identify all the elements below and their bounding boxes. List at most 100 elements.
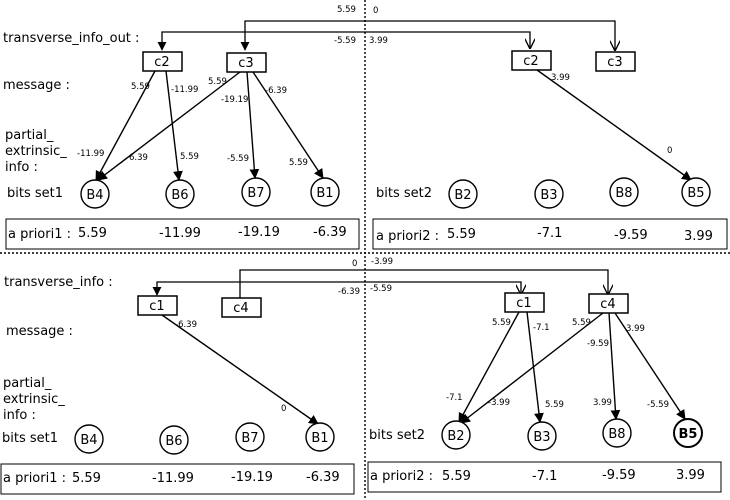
bottom-priori-value: -19.19 [231, 470, 273, 485]
top-edge-label: -11.99 [171, 85, 198, 95]
bottom-check-node [588, 293, 629, 314]
bottom-check-label: c4 [600, 297, 615, 312]
bottom-partial-label-2: extrinsic_ [3, 392, 65, 407]
top-bit-label: B5 [687, 186, 704, 201]
top-bit-node [681, 177, 711, 207]
top-bits-set1-label: bits set1 [7, 186, 63, 201]
top-edge-label: 5.59 [289, 158, 308, 168]
top-bus-inner [245, 20, 615, 50]
top-edge [246, 71, 260, 179]
top-bit-label: B4 [86, 188, 103, 203]
top-check-node [226, 52, 267, 73]
bottom-bus-label-c: -6.39 [338, 287, 360, 297]
bottom-section: transverse_info : message : partial_ ext… [0, 257, 722, 495]
top-check-label: c2 [523, 54, 538, 69]
top-priori-value: -7.1 [537, 226, 562, 241]
top-bit-node [609, 177, 639, 207]
top-edge-label: -11.99 [77, 149, 104, 159]
bottom-bus-inner [239, 269, 608, 298]
top-edge [95, 70, 156, 181]
bottom-edge-label: 5.59 [572, 318, 591, 328]
bottom-priori-value: -7.1 [532, 469, 557, 484]
bottom-priori-box-right [367, 461, 722, 493]
top-bit-label: B3 [540, 188, 557, 203]
bottom-bit-node [441, 420, 471, 450]
bottom-message-label: message : [6, 324, 73, 339]
bottom-partial-label-1: partial_ [3, 376, 52, 391]
bottom-bit-label: B2 [447, 429, 464, 444]
top-edge [252, 71, 324, 179]
bottom-bit-node [673, 418, 703, 448]
top-edge-label: -5.59 [227, 154, 249, 164]
top-bit-node [534, 179, 564, 209]
top-check-label: c2 [154, 55, 169, 70]
top-bit-node [448, 179, 478, 209]
bottom-bus-label-a: 0 [352, 259, 357, 269]
bottom-bit-node [305, 422, 335, 452]
top-bus-label-d: 3.99 [369, 36, 388, 46]
top-check-node [511, 50, 552, 71]
top-priori-value: 3.99 [684, 229, 713, 244]
top-edge [97, 71, 241, 181]
top-partial-label-1: partial_ [5, 128, 54, 143]
bottom-bus-label-d: -5.59 [370, 284, 392, 294]
bottom-priori-label-right: a priori2 : [370, 469, 433, 484]
top-edge-label: 0 [667, 146, 672, 156]
bottom-edge [458, 311, 520, 423]
top-bits-set2-label: bits set2 [376, 186, 432, 201]
bottom-priori-label-left: a priori1 : [3, 471, 66, 486]
top-priori-label-left: a priori1 : [8, 227, 71, 242]
top-check-node [595, 51, 636, 72]
bottom-bit-label: B8 [608, 427, 625, 442]
bottom-edge-label: -3.99 [488, 398, 510, 408]
bottom-transverse-label: transverse_info : [4, 275, 113, 290]
bottom-check-node [137, 295, 178, 316]
bottom-bits-set2-label: bits set2 [369, 428, 425, 443]
bottom-bit-node [527, 421, 557, 451]
top-section: transverse_info_out : message : partial_… [3, 5, 728, 250]
top-edge-label: 5.59 [180, 152, 199, 162]
bottom-bit-label: B5 [679, 427, 698, 442]
top-bit-node [80, 179, 110, 209]
top-bit-label: B7 [247, 186, 264, 201]
bottom-partial-label-3: info : [3, 408, 36, 423]
top-priori-label-right: a priori2 : [376, 229, 439, 244]
top-edge-label: 3.99 [551, 73, 570, 83]
bottom-edge-label: 3.99 [593, 398, 612, 408]
bottom-check-label: c4 [233, 301, 248, 316]
top-check-label: c3 [607, 55, 622, 70]
bottom-priori-value: 5.59 [72, 471, 101, 486]
bottom-bit-label: B4 [80, 433, 97, 448]
top-priori-value: 5.59 [78, 226, 107, 241]
top-edge-label: 5.59 [208, 77, 227, 87]
bottom-edge-label: -5.59 [647, 400, 669, 410]
top-priori-box-right [372, 218, 728, 250]
bottom-bit-node [602, 418, 632, 448]
bottom-bit-node [159, 425, 189, 455]
top-edge-label: -19.19 [221, 95, 248, 105]
bottom-edge-label: -7.1 [446, 393, 463, 403]
bottom-priori-value: 3.99 [676, 468, 705, 483]
bottom-check-node [504, 292, 545, 313]
bottom-edge [608, 312, 621, 420]
top-priori-box-left [5, 218, 360, 250]
bottom-check-label: c1 [149, 299, 164, 314]
bottom-bus-outer [157, 281, 521, 295]
bottom-priori-value: -6.39 [306, 470, 340, 485]
bottom-edge-label: 0 [281, 404, 286, 414]
top-priori-value: 5.59 [447, 227, 476, 242]
bottom-edge-label: 3.99 [626, 324, 645, 334]
top-bit-node [165, 179, 195, 209]
bottom-bit-label: B6 [165, 434, 182, 449]
top-priori-value: -11.99 [159, 226, 201, 241]
bottom-bits-set1-label: bits set1 [2, 431, 58, 446]
top-bit-node [241, 177, 271, 207]
top-partial-label-2: extrinsic_ [5, 144, 67, 159]
top-priori-value: -9.59 [614, 228, 648, 243]
bottom-bit-node [235, 422, 265, 452]
top-check-label: c3 [238, 56, 253, 71]
top-edge-label: 5.59 [131, 82, 150, 92]
top-bus-label-a: 5.59 [337, 5, 356, 15]
top-priori-value: -19.19 [238, 225, 280, 240]
